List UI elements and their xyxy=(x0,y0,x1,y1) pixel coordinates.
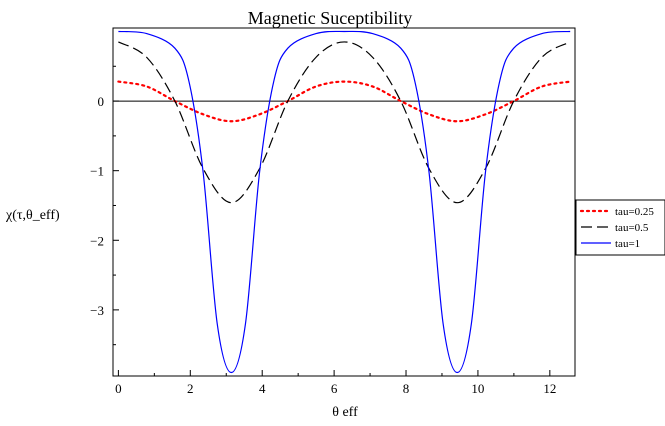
y-tick-label: −3 xyxy=(90,303,104,318)
legend-label: tau=1 xyxy=(615,238,640,250)
y-tick-label: −2 xyxy=(90,233,104,248)
x-axis-label: θ eff xyxy=(332,405,358,420)
legend-label: tau=0.25 xyxy=(615,206,654,218)
chart-title: Magnetic Suceptibility xyxy=(248,8,412,28)
plot-frame xyxy=(112,27,576,377)
legend: tau=0.25 tau=0.5 tau=1 xyxy=(575,199,665,256)
x-tick-label: 6 xyxy=(331,381,338,396)
y-tick-label: −1 xyxy=(90,164,104,179)
series-line-tau-1 xyxy=(118,30,571,374)
x-tick-label: 2 xyxy=(187,381,194,396)
x-tick-label: 4 xyxy=(259,381,266,396)
x-tick-label: 0 xyxy=(115,381,122,396)
series-layer xyxy=(117,30,572,374)
y-axis-label: χ(τ,θ_eff) xyxy=(5,208,60,223)
x-tick-label: 8 xyxy=(403,381,410,396)
y-tick-label: 0 xyxy=(98,94,105,109)
series-line-tau-0-5 xyxy=(118,41,571,204)
legend-label: tau=0.5 xyxy=(615,222,649,234)
x-tick-label: 10 xyxy=(471,381,484,396)
axis-ticks: 0 2 4 6 8 10 12 0 −1 −2 −3 xyxy=(90,65,556,396)
x-tick-label: 12 xyxy=(543,381,556,396)
